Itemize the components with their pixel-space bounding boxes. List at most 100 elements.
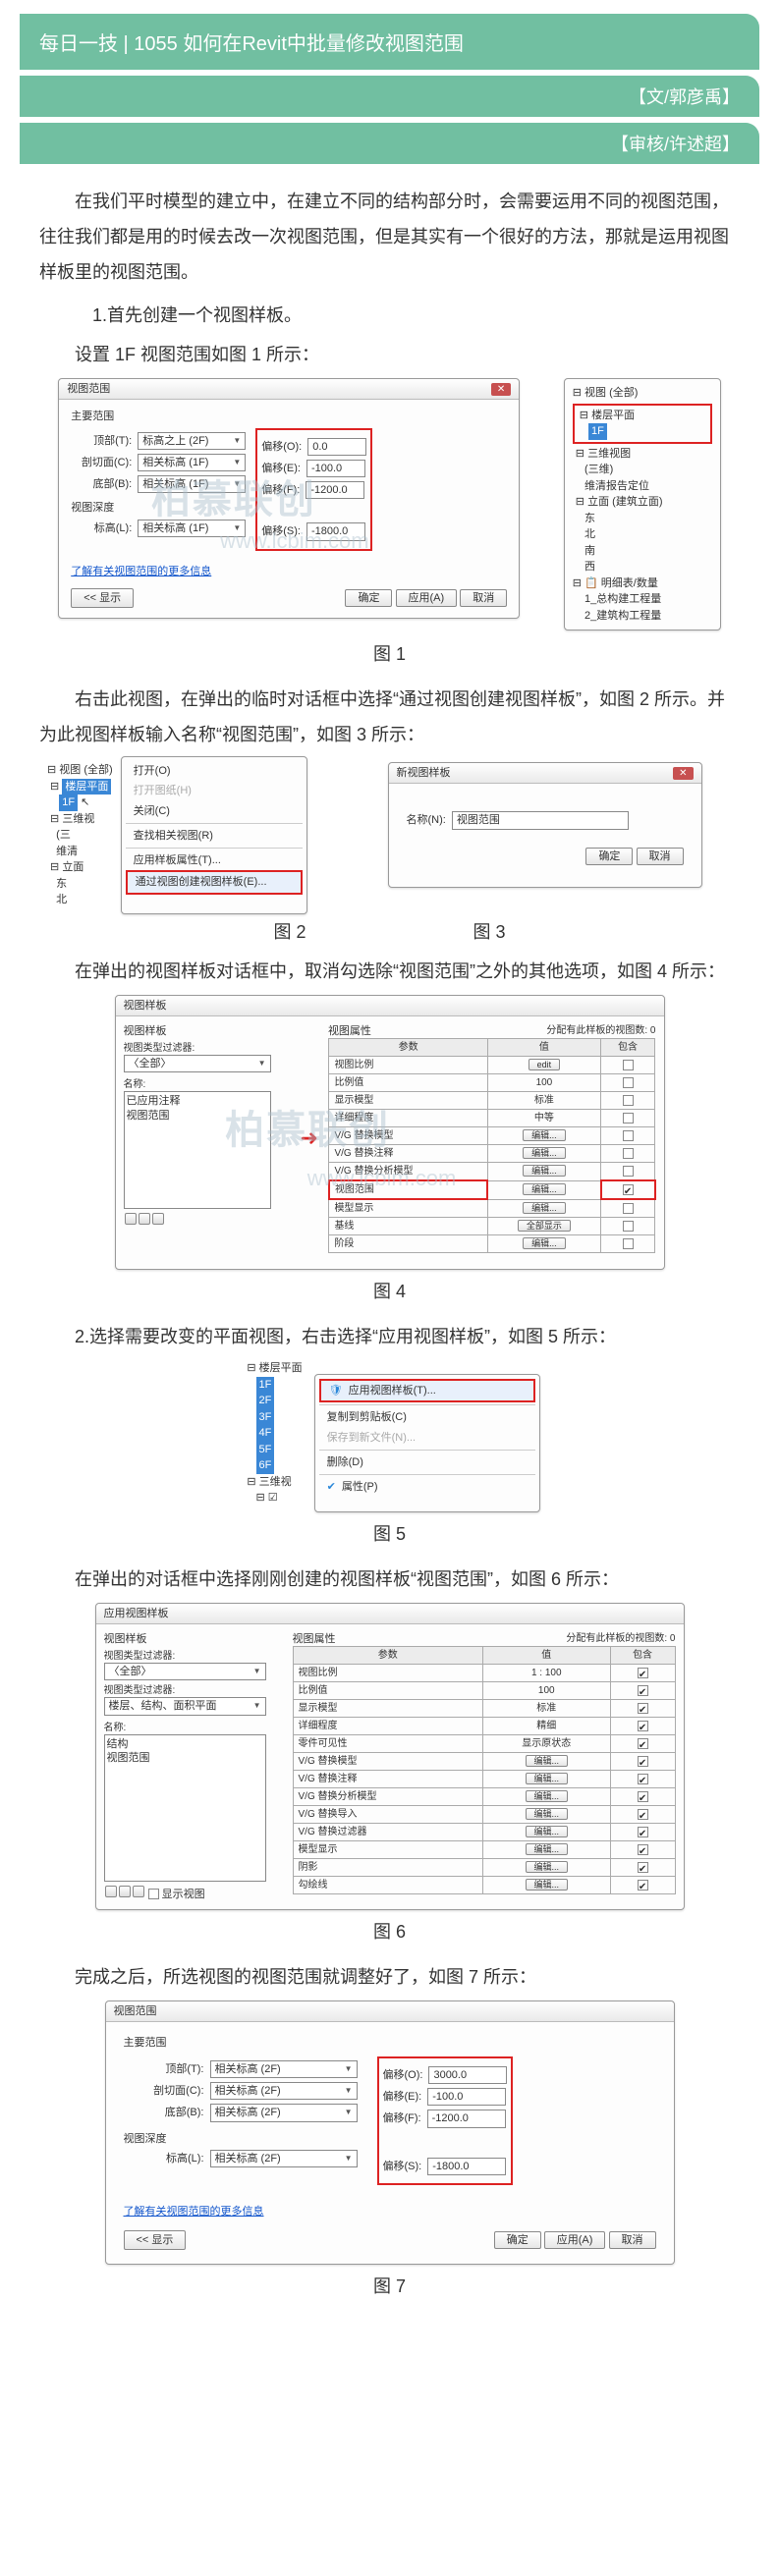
bot-dropdown[interactable]: 相关标高 (1F)▼ [138,475,246,493]
tree-item[interactable]: 立面 (建筑立面) [587,496,662,508]
off-top-input[interactable]: 0.0 [307,438,366,456]
tool-icon[interactable] [105,1886,117,1897]
tree-item[interactable]: (三 [56,829,71,841]
table-row[interactable]: 比例值100✔ [293,1682,675,1700]
bot-dropdown[interactable]: 相关标高 (2F)▼ [210,2104,358,2121]
table-row[interactable]: 视图比例1 : 100✔ [293,1665,675,1682]
table-row[interactable]: 零件可见性显示原状态✔ [293,1735,675,1753]
tree-item[interactable]: 明细表/数量 [601,577,658,589]
tpl-item-selected[interactable]: 视图范围 [127,1109,268,1123]
off-cut-input[interactable]: -100.0 [427,2088,506,2106]
table-row[interactable]: 基线全部显示 [329,1218,655,1235]
table-row[interactable]: V/G 替换注释编辑...✔ [293,1771,675,1788]
close-icon[interactable]: ✕ [491,383,511,396]
tree-floor[interactable]: 楼层平面 [259,1362,303,1374]
tree-item[interactable]: 三维视 [62,813,94,825]
table-row[interactable]: 详细程度中等 [329,1110,655,1127]
table-row[interactable]: 详细程度精细✔ [293,1718,675,1735]
close-icon[interactable]: ✕ [673,767,693,780]
tree-item[interactable]: 西 [584,561,595,573]
tree-item[interactable]: 东 [56,878,67,890]
tree-level[interactable]: 2F [247,1393,302,1409]
menu-item[interactable]: 查找相关视图(R) [126,826,303,846]
cancel-button[interactable]: 取消 [460,589,507,607]
checkbox[interactable] [148,1889,159,1899]
table-row[interactable]: 阴影编辑...✔ [293,1859,675,1877]
tpl-item-selected[interactable]: 视图范围 [107,1751,263,1765]
tree-selected[interactable]: 1F [588,423,607,440]
tree-item[interactable]: (三维) [584,464,613,475]
top-dropdown[interactable]: 标高之上 (2F)▼ [138,432,246,450]
tree-root[interactable]: 视图 (全部) [59,764,112,776]
menu-item[interactable]: 打开(O) [126,761,303,781]
show-button[interactable]: << 显示 [124,2230,187,2250]
table-row[interactable]: V/G 替换模型编辑... [329,1127,655,1145]
menu-item[interactable]: 复制到剪贴板(C) [319,1407,535,1427]
tree-item[interactable]: 2_建筑构工程量 [584,610,661,622]
tree-item[interactable]: 北 [584,528,595,540]
table-row[interactable]: 勾绘线编辑...✔ [293,1877,675,1894]
tree-item[interactable]: 三维视 [259,1476,292,1488]
table-row[interactable]: 阶段编辑... [329,1235,655,1253]
menu-item[interactable]: ✔属性(P) [319,1477,535,1497]
table-row[interactable]: 显示模型标准✔ [293,1700,675,1718]
cut-dropdown[interactable]: 相关标高 (1F)▼ [138,454,246,471]
tree-level[interactable]: 4F [247,1425,302,1442]
menu-item[interactable]: 关闭(C) [126,801,303,821]
table-row[interactable]: V/G 替换注释编辑... [329,1145,655,1163]
tree-floor[interactable]: 楼层平面 [62,779,111,795]
learn-more-link[interactable]: 了解有关视图范围的更多信息 [124,2205,656,2219]
menu-item-highlight[interactable]: 🛡应用视图样板(T)... [319,1379,535,1402]
off-top-input[interactable]: 3000.0 [428,2066,507,2084]
table-row[interactable]: 显示模型标准 [329,1092,655,1110]
tpl-item[interactable]: 已应用注释 [127,1094,268,1108]
cut-dropdown[interactable]: 相关标高 (2F)▼ [210,2082,358,2100]
table-row[interactable]: V/G 替换分析模型编辑... [329,1163,655,1181]
table-row[interactable]: 视图比例edit [329,1057,655,1074]
table-row[interactable]: 模型显示编辑... [329,1199,655,1218]
tree-item[interactable]: 东 [584,513,595,524]
tree-level[interactable]: 6F [247,1457,302,1474]
table-row[interactable]: V/G 替换模型编辑...✔ [293,1753,675,1771]
tool-icon[interactable] [139,1213,150,1225]
tree-level[interactable]: 1F [247,1377,302,1394]
table-row[interactable]: 视图范围编辑...✔ [329,1180,655,1199]
table-row[interactable]: 比例值100 [329,1074,655,1092]
ok-button[interactable]: 确定 [345,589,392,607]
tree-item[interactable]: 立面 [62,861,83,873]
off-lvl-input[interactable]: -1800.0 [306,522,365,540]
tree-item[interactable]: 1_总构建工程量 [584,593,661,605]
type-dropdown[interactable]: 楼层、结构、面积平面▼ [104,1697,266,1715]
tree-item[interactable]: 三维视图 [587,448,631,460]
tool-icon[interactable] [119,1886,131,1897]
top-dropdown[interactable]: 相关标高 (2F)▼ [210,2060,358,2078]
ok-button[interactable]: 确定 [494,2231,541,2249]
tool-icon[interactable] [133,1886,144,1897]
apply-button[interactable]: 应用(A) [396,589,458,607]
tpl-item[interactable]: 结构 [107,1737,263,1751]
apply-button[interactable]: 应用(A) [544,2231,606,2249]
table-row[interactable]: V/G 替换过滤器编辑...✔ [293,1824,675,1841]
name-input[interactable]: 视图范围 [452,811,629,829]
tool-icon[interactable] [152,1213,164,1225]
tree-item[interactable]: 维清报告定位 [584,480,649,492]
tree-sel[interactable]: 1F [59,795,78,811]
cancel-button[interactable]: 取消 [609,2231,656,2249]
off-bot-input[interactable]: -1200.0 [427,2110,506,2127]
tree-level[interactable]: 3F [247,1409,302,1426]
filter-dropdown[interactable]: 〈全部〉▼ [104,1663,266,1680]
tree-item[interactable]: 南 [584,545,595,557]
show-button[interactable]: << 显示 [71,588,134,608]
lvl-dropdown[interactable]: 相关标高 (1F)▼ [138,520,246,537]
menu-item[interactable]: 删除(D) [319,1452,535,1472]
off-lvl-input[interactable]: -1800.0 [427,2158,506,2175]
table-row[interactable]: 模型显示编辑...✔ [293,1841,675,1859]
filter-dropdown[interactable]: 〈全部〉▼ [124,1055,271,1072]
off-cut-input[interactable]: -100.0 [306,460,365,477]
tree-level[interactable]: 5F [247,1442,302,1458]
tool-icon[interactable] [125,1213,137,1225]
tree-item[interactable]: 北 [56,894,67,905]
cancel-button[interactable]: 取消 [637,848,684,865]
ok-button[interactable]: 确定 [585,848,633,865]
learn-more-link[interactable]: 了解有关视图范围的更多信息 [71,565,507,578]
